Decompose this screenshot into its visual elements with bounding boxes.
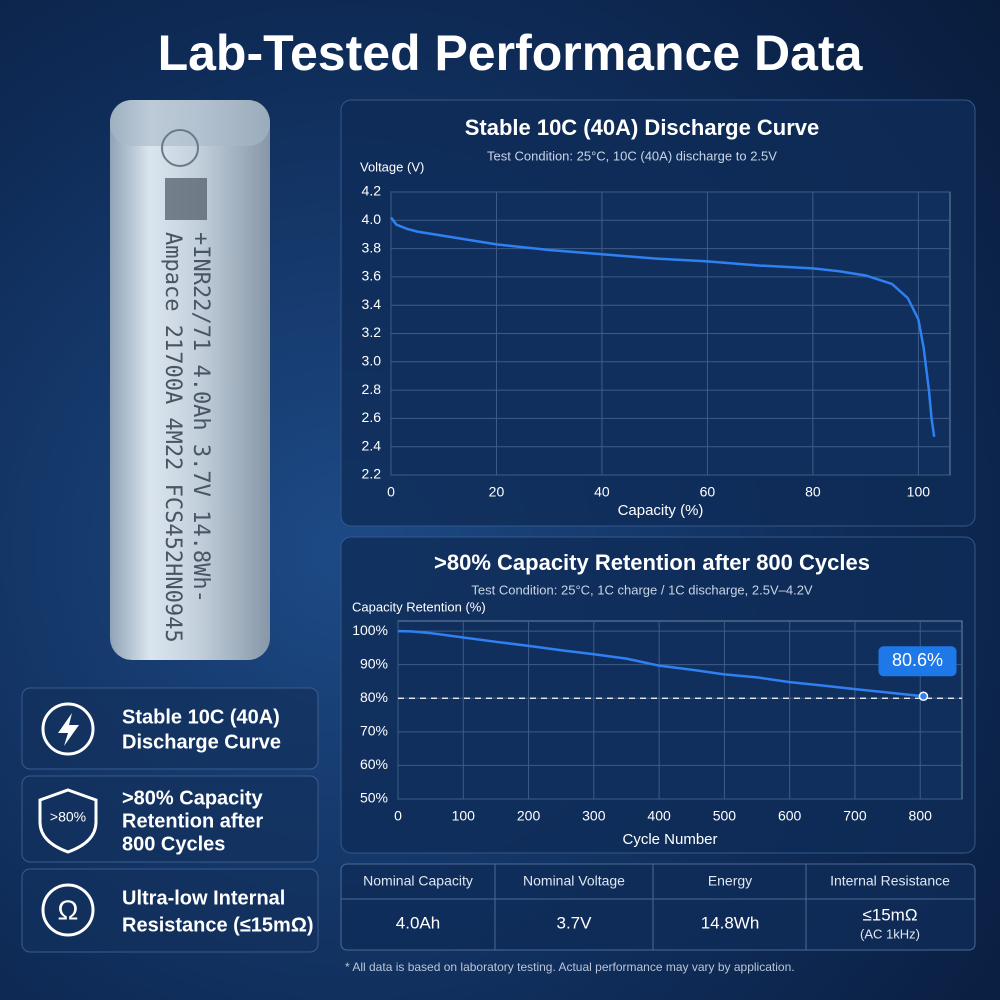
- feature-text: 800 Cycles: [122, 833, 225, 855]
- y-tick-label: 3.4: [362, 296, 382, 312]
- y-tick-label: 2.4: [362, 437, 382, 453]
- y-axis-label: Capacity Retention (%): [352, 599, 486, 614]
- chart-title: >80% Capacity Retention after 800 Cycles: [434, 550, 870, 575]
- chart-title: Stable 10C (40A) Discharge Curve: [465, 115, 820, 140]
- x-tick-label: 0: [394, 808, 402, 824]
- footnote: * All data is based on laboratory testin…: [345, 960, 795, 974]
- x-tick-label: 300: [582, 808, 606, 824]
- x-tick-label: 100: [452, 808, 476, 824]
- data-line: [389, 216, 936, 437]
- feature-text: Resistance (≤15mΩ): [122, 914, 314, 936]
- icon-text: Ω: [58, 894, 79, 925]
- y-tick-label: 3.2: [362, 324, 382, 340]
- x-tick-label: 20: [489, 484, 505, 500]
- feature-card: >80% >80% Capacity Retention after 800 C…: [21, 775, 319, 863]
- x-tick-label: 60: [700, 484, 716, 500]
- spec-table: [340, 863, 976, 951]
- point-marker: [918, 691, 929, 701]
- y-axis-label: Voltage (V): [360, 159, 424, 174]
- table-header: Internal Resistance: [830, 873, 950, 889]
- feature-card: Ω Ultra-low Internal Resistance (≤15mΩ): [21, 868, 319, 953]
- x-tick-label: 400: [647, 808, 671, 824]
- card-frame: [21, 687, 319, 770]
- y-tick-label: 80%: [360, 689, 388, 705]
- qr-code: [165, 178, 207, 220]
- x-tick-label: 80: [805, 484, 821, 500]
- table-cell: 4.0Ah: [396, 913, 440, 932]
- chart-subtitle: Test Condition: 25°C, 10C (40A) discharg…: [487, 148, 777, 163]
- battery-logo: [161, 129, 199, 167]
- table-note: (AC 1kHz): [860, 926, 920, 941]
- table-header: Nominal Voltage: [523, 873, 625, 889]
- label-box: [878, 646, 957, 677]
- y-tick-label: 2.8: [362, 381, 382, 397]
- table-header: Nominal Capacity: [363, 873, 473, 889]
- shield-icon: [38, 788, 98, 854]
- card-frame: [21, 868, 319, 953]
- table-cell: ≤15mΩ: [862, 905, 917, 924]
- feature-text: >80% Capacity: [122, 787, 264, 809]
- y-tick-label: 90%: [360, 655, 388, 671]
- feature-icon: [41, 702, 95, 756]
- y-tick-label: 3.0: [362, 353, 382, 369]
- table-cell: 14.8Wh: [701, 913, 760, 932]
- table-header: Energy: [708, 873, 752, 889]
- battery-top: [110, 100, 270, 146]
- y-tick-label: 3.6: [362, 268, 382, 284]
- x-axis-label: Cycle Number: [622, 831, 717, 848]
- table-cell: 3.7V: [557, 913, 593, 932]
- battery: +INR22/71 4.0Ah 3.7V 14.8Wh- Ampace 2170…: [110, 100, 270, 660]
- y-tick-label: 50%: [360, 790, 388, 806]
- feature-text: Ultra-low Internal: [122, 887, 285, 909]
- card-frame: [21, 775, 319, 863]
- x-tick-label: 100: [907, 484, 931, 500]
- battery-text: Ampace 21700A 4M22 FCS452HN0945: [160, 232, 185, 643]
- data-line: [397, 629, 924, 698]
- x-axis-label: Capacity (%): [618, 502, 704, 519]
- battery-text: +INR22/71 4.0Ah 3.7V 14.8Wh-: [188, 232, 213, 603]
- plot-area: [397, 620, 963, 800]
- x-tick-label: 800: [909, 808, 933, 824]
- x-tick-label: 600: [778, 808, 802, 824]
- feature-text: Stable 10C (40A): [122, 706, 280, 728]
- value-label: 80.6%: [892, 650, 943, 670]
- x-tick-label: 500: [713, 808, 737, 824]
- chart-subtitle: Test Condition: 25°C, 1C charge / 1C dis…: [471, 582, 813, 597]
- y-tick-label: 100%: [352, 622, 388, 638]
- y-tick-label: 4.0: [362, 211, 382, 227]
- x-tick-label: 700: [843, 808, 867, 824]
- battery-body: [110, 100, 270, 660]
- y-tick-label: 2.6: [362, 409, 382, 425]
- icon-text: >80%: [50, 809, 86, 825]
- table-frame: [340, 863, 976, 951]
- feature-text: Retention after: [122, 810, 263, 832]
- y-tick-label: 2.2: [362, 466, 382, 482]
- x-tick-label: 0: [387, 484, 395, 500]
- feature-card: Stable 10C (40A) Discharge Curve: [21, 687, 319, 770]
- feature-icon: [41, 883, 95, 937]
- x-tick-label: 200: [517, 808, 541, 824]
- page-title: Lab-Tested Performance Data: [158, 25, 864, 81]
- bolt-icon: [58, 713, 79, 746]
- y-tick-label: 60%: [360, 756, 388, 772]
- feature-text: Discharge Curve: [122, 731, 281, 753]
- y-tick-label: 3.8: [362, 239, 382, 255]
- y-tick-label: 70%: [360, 723, 388, 739]
- x-tick-label: 40: [594, 484, 610, 500]
- y-tick-label: 4.2: [362, 183, 382, 199]
